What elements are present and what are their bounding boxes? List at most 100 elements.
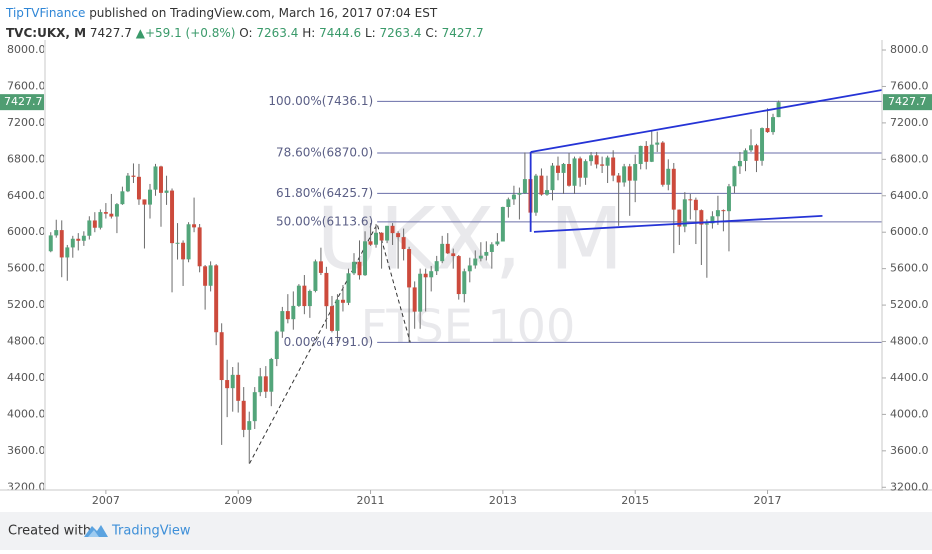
y-tick-label-left: 3200.0 (7, 480, 46, 493)
wave-line (249, 222, 411, 464)
publish-line: TipTVFinance published on TradingView.co… (5, 6, 438, 20)
candle-body (418, 273, 423, 312)
change: +59.1 (+0.8%) (145, 26, 236, 40)
candle-body (726, 186, 731, 212)
l-value: 7263.4 (380, 26, 422, 40)
candle-body (699, 210, 704, 225)
candle-body (572, 158, 577, 186)
candle-body (125, 175, 130, 192)
candle-body (352, 261, 356, 274)
candle-body (440, 243, 445, 262)
candle-body (368, 241, 373, 245)
candle-body (732, 166, 737, 187)
y-tick-label-left: 4000.0 (7, 407, 46, 420)
footer: Created with TradingView (0, 512, 932, 550)
candle-body (611, 157, 616, 176)
candle-body (749, 145, 753, 151)
candle-body (131, 175, 136, 177)
fib-label: 50.00%(6113.6) (276, 214, 373, 228)
y-tick-label: 5200.0 (890, 298, 929, 311)
candle-body (109, 213, 114, 217)
header: TipTVFinance published on TradingView.co… (5, 6, 484, 40)
candle-body (473, 258, 478, 266)
candle-body (567, 163, 572, 186)
candle-body (495, 241, 500, 245)
candle-body (335, 299, 340, 331)
candle-body (374, 232, 379, 245)
candle-body (230, 374, 235, 389)
fib-label: 100.00%(7436.1) (268, 94, 373, 108)
x-tick-label: 2017 (754, 494, 782, 507)
candle-body (511, 194, 516, 200)
candle-body (545, 190, 549, 195)
candle-body (296, 285, 301, 306)
candle-body (605, 157, 610, 166)
y-tick-label-left: 6400.0 (7, 189, 46, 202)
candle-body (456, 256, 461, 295)
candle-body (412, 287, 417, 312)
candle-body (616, 175, 621, 183)
candle-body (666, 168, 671, 185)
candle-body (280, 311, 285, 332)
background (0, 0, 932, 512)
created-with: Created with (8, 524, 91, 539)
candle-body (357, 261, 362, 276)
candle-body (478, 255, 483, 259)
candle-body (159, 166, 163, 193)
last: 7427.7 (90, 26, 132, 40)
y-tick-label-left: 5600.0 (7, 262, 46, 275)
arrow: ▲ (136, 26, 146, 40)
candle-body (506, 199, 511, 207)
candle-body (533, 175, 538, 213)
y-tick-label: 4800.0 (890, 335, 929, 348)
candle-body (148, 189, 152, 205)
y-tick-label-left: 3600.0 (7, 444, 46, 457)
candle-body (429, 271, 434, 278)
y-tick-label-left: 6800.0 (7, 152, 46, 165)
brand[interactable]: TradingView (111, 524, 191, 539)
watermark-name: FTSE 100 (361, 300, 575, 354)
candle-body (225, 380, 230, 389)
candle-body (771, 117, 776, 133)
candle-body (539, 175, 544, 195)
candle-body (677, 209, 682, 227)
candle-body (136, 176, 141, 200)
candle-body (396, 233, 401, 238)
y-tick-label-left: 7600.0 (7, 79, 46, 92)
h-label: H: (302, 26, 315, 40)
candle-body (682, 199, 687, 227)
y-tick-label: 3600.0 (890, 444, 929, 457)
candle-body (704, 223, 709, 225)
candle-body (247, 421, 252, 430)
candle-body (760, 128, 765, 161)
candle-body (285, 311, 290, 320)
y-tick-label-left: 4400.0 (7, 371, 46, 384)
candle-body (721, 210, 726, 212)
candle-body (765, 128, 770, 133)
candle-body (258, 376, 263, 393)
price-tag-label: 7427.7 (888, 95, 927, 108)
candle-body (252, 392, 257, 422)
candle-body (70, 238, 75, 248)
candle-body (578, 158, 583, 178)
candle-body (164, 190, 169, 193)
o-label: O: (239, 26, 252, 40)
candle-body (385, 225, 390, 241)
logo-shape (84, 525, 108, 537)
x-tick-label: 2011 (357, 494, 385, 507)
candle-body (500, 206, 505, 242)
candle-body (622, 166, 627, 183)
logo-shape-inner (88, 530, 99, 537)
c-label: C: (425, 26, 437, 40)
candle-body (153, 166, 158, 190)
x-tick-label: 2009 (224, 494, 252, 507)
candle-body (214, 265, 219, 333)
candle-body (236, 374, 241, 401)
candle-body (103, 212, 108, 214)
candle-body (142, 199, 147, 205)
candle-body (203, 266, 208, 286)
candle-body (307, 290, 312, 307)
y-tick-label: 3200.0 (890, 480, 929, 493)
trend-line (530, 89, 882, 153)
